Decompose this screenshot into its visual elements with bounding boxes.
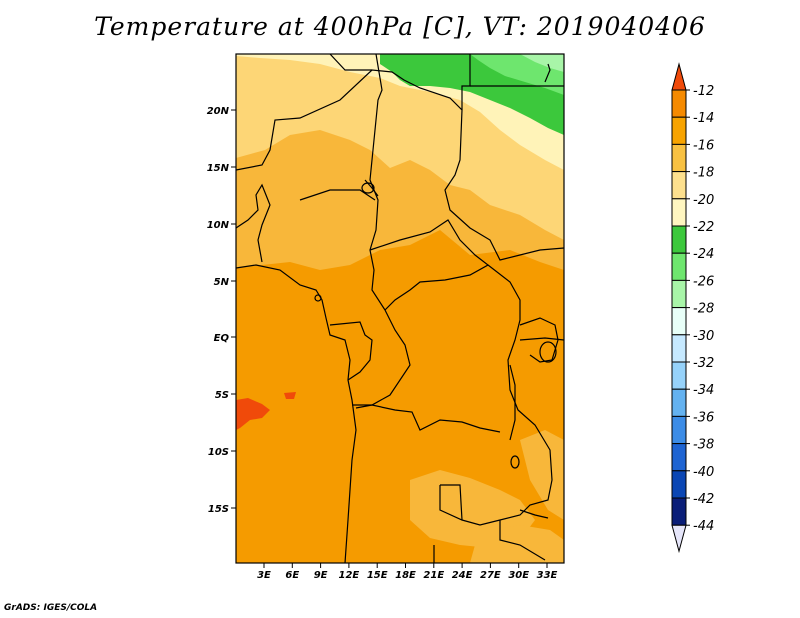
lat-label: 15S xyxy=(208,504,229,515)
lon-label: 9E xyxy=(314,570,328,581)
colorbar-swatch xyxy=(671,225,687,254)
border-path xyxy=(499,520,546,561)
colorbar-label: -26 xyxy=(693,274,714,289)
border-path xyxy=(236,69,564,261)
colorbar-label: -14 xyxy=(693,111,714,126)
field-band-26-28 xyxy=(520,54,564,72)
colorbar-swatch xyxy=(671,443,687,472)
lon-label: 27E xyxy=(480,570,501,581)
lat-label: 10N xyxy=(207,220,230,231)
field-patch-12-14 xyxy=(236,398,270,430)
temperature-field xyxy=(236,54,564,563)
colorbar-swatch xyxy=(671,470,687,499)
colorbar-swatch xyxy=(671,334,687,363)
field-patch-12-14-small xyxy=(284,392,296,399)
lake-outline xyxy=(314,294,322,302)
lakes xyxy=(314,63,557,519)
colorbar-swatch xyxy=(671,361,687,390)
colorbar-label: -28 xyxy=(693,302,714,317)
border-path xyxy=(461,54,471,110)
colorbar-swatch xyxy=(671,143,687,173)
grads-credit: GrADS: IGES/COLA xyxy=(4,603,98,613)
lon-label: 21E xyxy=(423,570,444,581)
lake-outline xyxy=(544,63,551,83)
border-path xyxy=(329,321,373,381)
colorbar-label: -22 xyxy=(693,220,714,235)
colorbar-label: -24 xyxy=(693,247,714,262)
colorbar-label: -20 xyxy=(693,193,714,208)
border-path xyxy=(236,183,271,263)
colorbar-label: -38 xyxy=(693,438,714,453)
border-path xyxy=(299,189,376,201)
lat-label: 15N xyxy=(207,163,230,174)
border-path xyxy=(352,404,501,433)
border-path xyxy=(355,309,411,409)
border-path xyxy=(519,317,559,363)
lat-label: EQ xyxy=(214,333,230,344)
lat-label: 5S xyxy=(215,390,229,401)
longitude-axis: 3E 6E 9E 12E 15E 18E 21E 24E 27E 30E 33E xyxy=(257,563,558,581)
map-title: Temperature at 400hPa [C], VT: 201904040… xyxy=(94,12,706,41)
lon-label: 33E xyxy=(537,570,558,581)
colorbar-swatch xyxy=(671,388,687,417)
colorbar-swatch xyxy=(671,89,687,118)
colorbar-top-arrow xyxy=(671,62,687,91)
lon-label: 24E xyxy=(452,570,473,581)
colorbar-swatch xyxy=(671,497,687,526)
border-path xyxy=(439,264,553,526)
colorbar-label: -34 xyxy=(693,383,714,398)
lon-label: 6E xyxy=(285,570,299,581)
border-path xyxy=(509,364,516,441)
colorbar-swatch xyxy=(671,415,687,445)
lon-label: 30E xyxy=(508,570,529,581)
latitude-axis: 20N 15N 10N 5N EQ 5S 10S 15S xyxy=(207,106,236,515)
lake-outline xyxy=(519,509,549,519)
colorbar-swatch xyxy=(671,307,687,336)
lat-label: 5N xyxy=(214,277,230,288)
colorbar-swatch xyxy=(671,116,687,145)
colorbar-label: -32 xyxy=(693,356,714,371)
colorbar-label: -18 xyxy=(693,166,714,181)
colorbar-label: -42 xyxy=(693,492,714,507)
lon-label: 3E xyxy=(257,570,271,581)
border-path xyxy=(329,54,372,71)
colorbar-label: -16 xyxy=(693,138,714,153)
colorbar-swatch xyxy=(671,279,687,309)
country-borders xyxy=(236,54,564,563)
colorbar-swatch xyxy=(671,171,687,200)
lake-outline xyxy=(539,341,557,363)
colorbar-label: -30 xyxy=(693,329,714,344)
lon-label: 18E xyxy=(395,570,416,581)
lon-label: 12E xyxy=(339,570,360,581)
lake-outline xyxy=(510,455,520,469)
lat-label: 10S xyxy=(208,447,229,458)
colorbar: -12 -14 -16 -18 -20 -22 -24 -26 -28 -30 -32 -34 -36 -… xyxy=(671,62,714,554)
colorbar-label: -36 xyxy=(693,410,714,425)
lat-label: 20N xyxy=(207,106,230,117)
colorbar-label: -12 xyxy=(693,84,714,99)
border-path xyxy=(440,484,463,521)
colorbar-label: -44 xyxy=(693,519,714,534)
lon-label: 15E xyxy=(367,570,388,581)
lake-outline xyxy=(361,182,375,194)
border-path xyxy=(236,264,357,563)
border-path xyxy=(369,54,386,311)
colorbar-bottom-arrow xyxy=(671,524,687,554)
map-frame xyxy=(235,53,565,564)
colorbar-swatch xyxy=(671,252,687,281)
field-band-24-26 xyxy=(470,54,564,95)
colorbar-label: -40 xyxy=(693,465,714,480)
colorbar-swatch xyxy=(671,198,687,227)
field-patch-16-18-east xyxy=(520,430,564,520)
